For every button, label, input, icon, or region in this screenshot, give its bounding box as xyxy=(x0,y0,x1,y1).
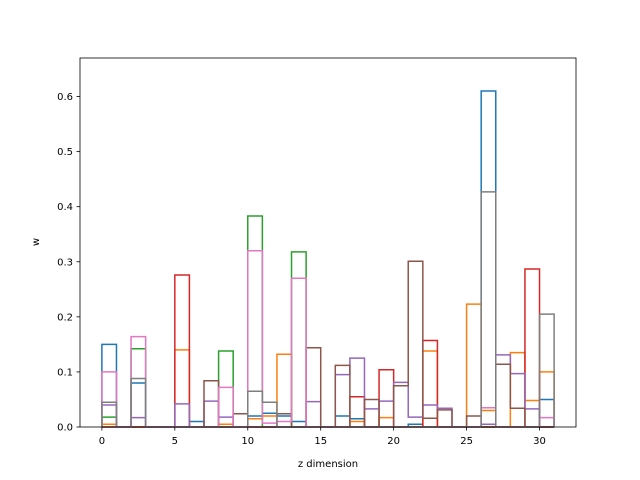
y-tick-label: 0.2 xyxy=(57,312,73,323)
x-tick-label: 5 xyxy=(172,436,178,447)
y-tick-label: 0.4 xyxy=(57,202,73,213)
x-axis-label: z dimension xyxy=(298,459,358,470)
plot-frame xyxy=(79,57,577,428)
y-axis: 0.0 0.1 0.2 0.3 0.4 0.5 0.6 xyxy=(57,92,80,434)
x-axis: 0 5 10 15 20 25 30 xyxy=(99,427,546,447)
y-tick-label: 0.3 xyxy=(57,257,73,268)
x-tick-label: 15 xyxy=(314,436,327,447)
x-tick-label: 10 xyxy=(241,436,254,447)
y-tick-label: 0.1 xyxy=(57,367,73,378)
y-tick-label: 0.6 xyxy=(57,92,73,103)
x-tick-label: 30 xyxy=(533,436,546,447)
y-axis-label: w xyxy=(31,238,42,246)
y-tick-label: 0.5 xyxy=(57,147,73,158)
x-tick-label: 20 xyxy=(387,436,400,447)
y-tick-label: 0.0 xyxy=(57,423,73,434)
x-tick-label: 25 xyxy=(460,436,473,447)
x-tick-label: 0 xyxy=(99,436,105,447)
